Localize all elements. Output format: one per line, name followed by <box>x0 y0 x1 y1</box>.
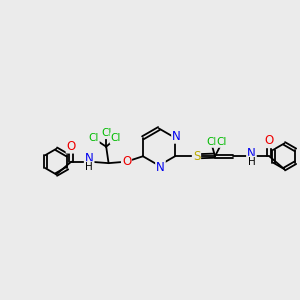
Text: N: N <box>156 160 165 173</box>
Text: H: H <box>248 157 255 166</box>
Text: O: O <box>122 155 131 168</box>
Text: Cl: Cl <box>216 137 227 147</box>
Text: O: O <box>67 140 76 153</box>
Text: H: H <box>85 162 93 172</box>
Text: N: N <box>172 130 181 143</box>
Text: S: S <box>193 150 200 163</box>
Text: N: N <box>85 152 94 165</box>
Text: Cl: Cl <box>88 134 99 143</box>
Text: Cl: Cl <box>111 134 121 143</box>
Text: O: O <box>265 134 274 147</box>
Text: N: N <box>247 147 256 160</box>
Text: Cl: Cl <box>101 128 111 138</box>
Text: Cl: Cl <box>206 137 217 147</box>
